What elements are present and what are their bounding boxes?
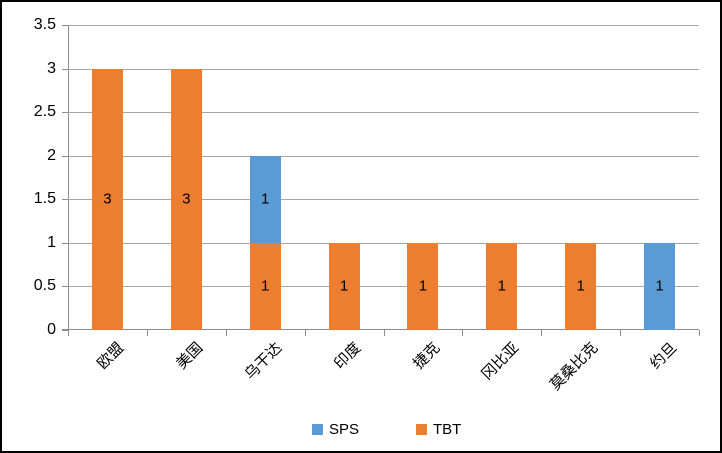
bar-segment-tbt: 1 — [407, 242, 439, 330]
x-axis-label-text: 约旦 — [646, 339, 680, 373]
y-axis-tick-label: 1 — [47, 233, 56, 251]
y-axis-tick-label: 2 — [47, 146, 56, 164]
gridline — [68, 25, 699, 26]
bar-segment-sps: 1 — [249, 155, 281, 243]
y-axis-tick — [62, 199, 68, 201]
bar-segment-tbt: 3 — [91, 68, 123, 330]
y-axis-tick-label: 0 — [47, 321, 56, 338]
x-axis-label-text: 莫桑比克 — [546, 339, 602, 394]
y-axis-tick-label: 2.5 — [33, 103, 56, 121]
x-axis-label-text: 印度 — [331, 339, 365, 373]
x-axis-tick — [699, 330, 700, 336]
y-axis-tick — [62, 155, 68, 157]
x-axis-label-text: 美国 — [173, 339, 207, 373]
bar-segment-tbt: 1 — [328, 242, 360, 330]
gridline — [68, 242, 699, 244]
x-axis-label-text: 欧盟 — [94, 339, 128, 373]
y-axis-tick-label: 0.5 — [33, 277, 56, 295]
y-axis-tick — [62, 68, 68, 70]
x-axis-tick — [68, 330, 69, 336]
bar-value-label: 1 — [261, 190, 270, 208]
bar-value-label: 1 — [497, 277, 506, 295]
bar-value-label: 1 — [261, 277, 270, 295]
y-axis-line — [68, 25, 69, 330]
bar-segment-tbt: 3 — [170, 68, 202, 330]
x-axis-tick — [462, 330, 464, 336]
x-axis-tick — [541, 330, 543, 336]
x-axis-tick — [146, 330, 148, 336]
bar-value-label: 1 — [576, 277, 585, 295]
bar-segment-sps: 1 — [644, 242, 676, 330]
bar-value-label: 3 — [182, 190, 191, 208]
legend-swatch-sps — [312, 424, 323, 435]
plot-area: 3 3 1 1 1 1 1 1 1 — [62, 25, 700, 336]
x-axis-line — [62, 329, 699, 330]
y-axis-tick-label: 3 — [47, 59, 56, 77]
bar-segment-tbt: 1 — [249, 242, 281, 330]
gridline — [68, 112, 699, 114]
x-axis-tick — [225, 330, 227, 336]
y-axis-tick — [62, 330, 68, 331]
bar-value-label: 3 — [103, 190, 112, 208]
x-axis-tick — [304, 330, 306, 336]
bar-value-label: 1 — [418, 277, 428, 295]
x-axis-label-text: 乌干达 — [241, 339, 286, 384]
bar-segment-tbt: 1 — [486, 242, 518, 330]
legend-item-sps: SPS — [312, 421, 359, 438]
gridline — [68, 199, 699, 201]
y-axis-tick — [62, 242, 68, 244]
gridline — [68, 286, 699, 288]
legend: SPS TBT — [312, 421, 461, 438]
gridline — [68, 155, 699, 157]
x-axis-label-text: 捷克 — [410, 339, 444, 373]
legend-item-tbt: TBT — [416, 421, 461, 438]
y-axis-tick-label: 1.5 — [33, 190, 56, 208]
y-axis-tick-label: 3.5 — [33, 16, 56, 33]
bar-segment-tbt: 1 — [565, 242, 597, 330]
gridline — [68, 68, 699, 70]
x-axis-tick — [383, 330, 385, 336]
y-axis-tick — [62, 286, 68, 288]
legend-label-tbt: TBT — [433, 421, 462, 438]
x-axis-tick — [620, 330, 622, 336]
y-axis-tick — [62, 25, 68, 26]
bar-value-label: 1 — [339, 277, 349, 295]
y-axis-tick — [62, 112, 68, 114]
legend-label-sps: SPS — [329, 421, 360, 438]
legend-swatch-tbt — [416, 424, 428, 435]
bar-value-label: 1 — [655, 277, 664, 295]
x-axis-label-text: 冈比亚 — [478, 339, 523, 384]
